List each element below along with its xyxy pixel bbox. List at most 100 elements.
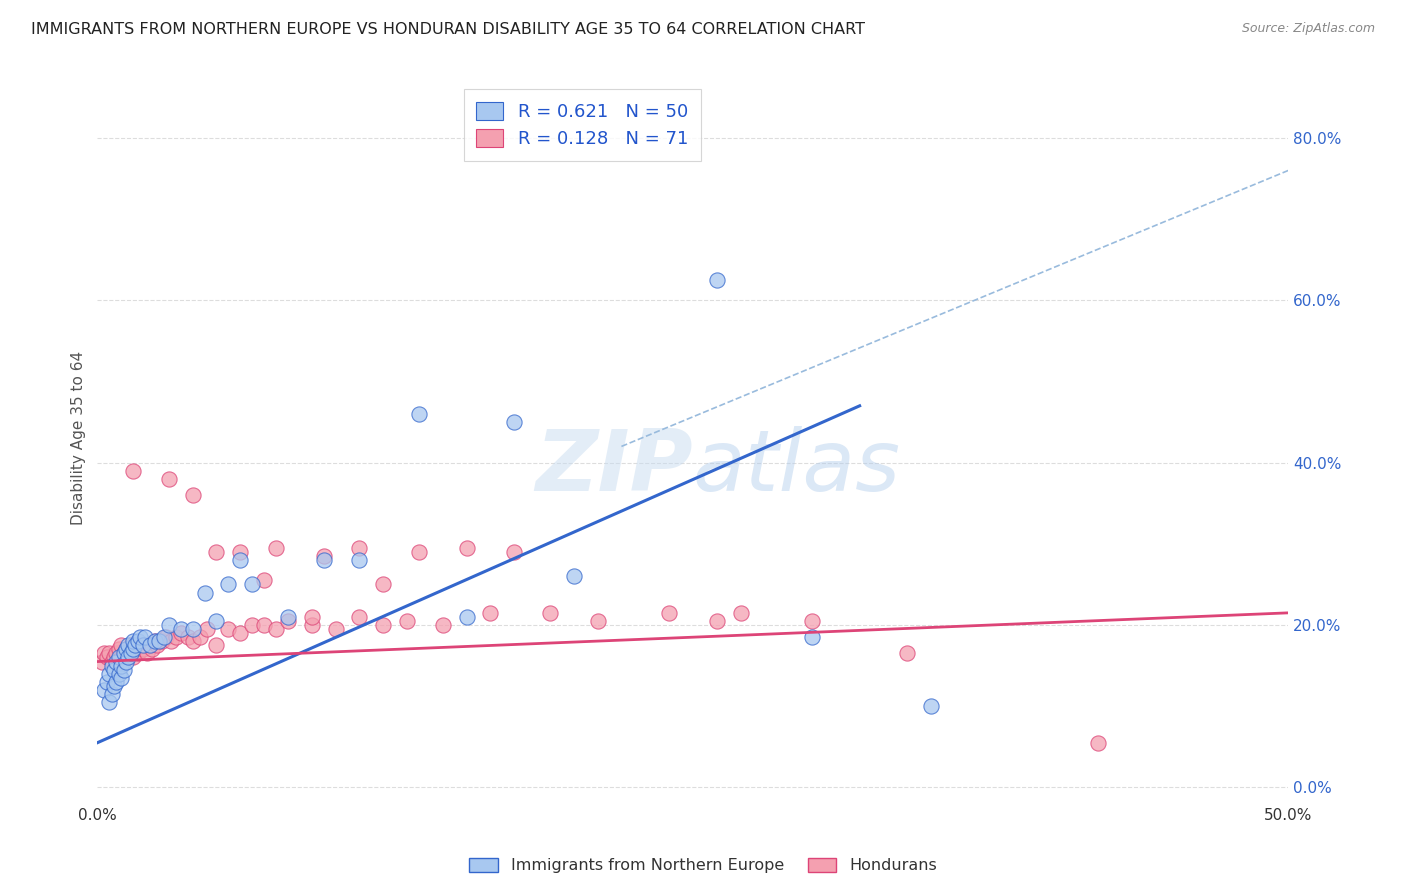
Point bbox=[896, 647, 918, 661]
Point bbox=[134, 638, 156, 652]
Point bbox=[155, 630, 177, 644]
Legend: R = 0.621   N = 50, R = 0.128   N = 71: R = 0.621 N = 50, R = 0.128 N = 71 bbox=[464, 89, 700, 161]
Point bbox=[134, 630, 156, 644]
Point bbox=[129, 630, 152, 644]
Point bbox=[456, 541, 478, 555]
Point bbox=[165, 630, 187, 644]
Point bbox=[240, 577, 263, 591]
Point bbox=[117, 638, 139, 652]
Point bbox=[110, 658, 132, 673]
Point bbox=[181, 634, 204, 648]
Point bbox=[122, 464, 145, 478]
Point bbox=[146, 638, 169, 652]
Point bbox=[124, 642, 146, 657]
Point bbox=[229, 626, 252, 640]
Point bbox=[117, 650, 139, 665]
Point bbox=[503, 545, 526, 559]
Point bbox=[153, 630, 176, 644]
Point bbox=[217, 577, 239, 591]
Point bbox=[110, 638, 132, 652]
Point bbox=[562, 569, 585, 583]
Point bbox=[127, 647, 149, 661]
Point bbox=[301, 610, 323, 624]
Point bbox=[107, 666, 129, 681]
Point bbox=[91, 655, 114, 669]
Point bbox=[98, 695, 121, 709]
Point bbox=[105, 674, 128, 689]
Point bbox=[105, 647, 128, 661]
Legend: Immigrants from Northern Europe, Hondurans: Immigrants from Northern Europe, Hondura… bbox=[463, 851, 943, 880]
Point bbox=[373, 577, 395, 591]
Point bbox=[479, 606, 502, 620]
Text: ZIP: ZIP bbox=[536, 426, 693, 509]
Point bbox=[139, 638, 162, 652]
Point bbox=[127, 634, 149, 648]
Point bbox=[110, 671, 132, 685]
Point bbox=[124, 638, 146, 652]
Point bbox=[538, 606, 561, 620]
Point bbox=[120, 647, 142, 661]
Point bbox=[312, 549, 335, 563]
Point bbox=[139, 638, 162, 652]
Point bbox=[920, 699, 942, 714]
Point bbox=[706, 273, 728, 287]
Point bbox=[96, 674, 118, 689]
Point bbox=[730, 606, 752, 620]
Point bbox=[349, 610, 371, 624]
Point bbox=[112, 647, 135, 661]
Point bbox=[177, 630, 200, 644]
Point bbox=[131, 638, 153, 652]
Point bbox=[96, 650, 118, 665]
Point bbox=[115, 642, 138, 657]
Point bbox=[706, 614, 728, 628]
Point bbox=[264, 622, 287, 636]
Point bbox=[205, 545, 228, 559]
Point bbox=[349, 553, 371, 567]
Point bbox=[98, 666, 121, 681]
Point bbox=[98, 647, 121, 661]
Point bbox=[240, 618, 263, 632]
Point bbox=[658, 606, 681, 620]
Point bbox=[229, 545, 252, 559]
Point bbox=[112, 647, 135, 661]
Point bbox=[801, 630, 824, 644]
Text: IMMIGRANTS FROM NORTHERN EUROPE VS HONDURAN DISABILITY AGE 35 TO 64 CORRELATION : IMMIGRANTS FROM NORTHERN EUROPE VS HONDU… bbox=[31, 22, 865, 37]
Point bbox=[100, 687, 122, 701]
Point bbox=[157, 618, 180, 632]
Point bbox=[112, 663, 135, 677]
Point bbox=[408, 407, 430, 421]
Point bbox=[103, 679, 125, 693]
Point bbox=[160, 634, 183, 648]
Point bbox=[349, 541, 371, 555]
Point bbox=[115, 655, 138, 669]
Point bbox=[193, 585, 215, 599]
Point bbox=[205, 614, 228, 628]
Point bbox=[122, 638, 145, 652]
Point bbox=[1087, 736, 1109, 750]
Point bbox=[432, 618, 454, 632]
Point bbox=[93, 647, 115, 661]
Point bbox=[181, 622, 204, 636]
Point bbox=[143, 634, 166, 648]
Point bbox=[301, 618, 323, 632]
Point bbox=[120, 638, 142, 652]
Point bbox=[105, 655, 128, 669]
Point bbox=[122, 634, 145, 648]
Point bbox=[277, 610, 299, 624]
Point bbox=[181, 488, 204, 502]
Point bbox=[141, 642, 163, 657]
Point bbox=[157, 472, 180, 486]
Point bbox=[117, 647, 139, 661]
Point bbox=[122, 650, 145, 665]
Point bbox=[150, 634, 173, 648]
Point bbox=[229, 553, 252, 567]
Point bbox=[170, 626, 193, 640]
Point bbox=[586, 614, 609, 628]
Point bbox=[107, 642, 129, 657]
Point bbox=[801, 614, 824, 628]
Point bbox=[195, 622, 218, 636]
Point bbox=[103, 663, 125, 677]
Point bbox=[277, 614, 299, 628]
Point bbox=[107, 650, 129, 665]
Point bbox=[103, 650, 125, 665]
